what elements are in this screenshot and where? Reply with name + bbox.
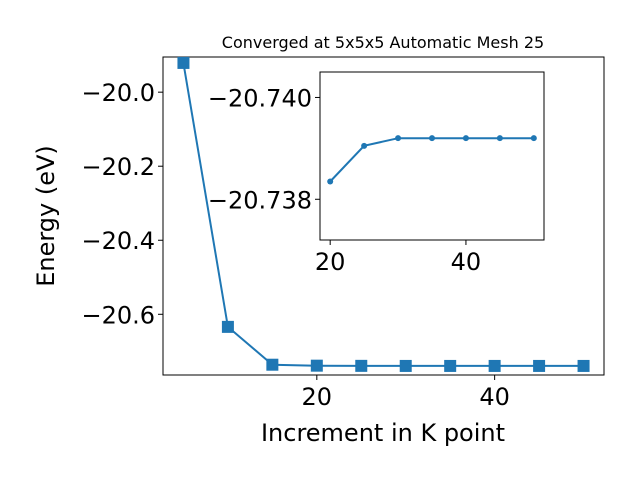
main-y-axis-label: Energy (eV) bbox=[32, 145, 60, 287]
main-axis-ticks: 20 40 −20.0 −20.2 −20.4 −20.6 bbox=[81, 79, 509, 411]
main-data-point bbox=[577, 359, 590, 372]
inset-plot-frame bbox=[319, 71, 545, 241]
main-chart-title: Converged at 5x5x5 Automatic Mesh 25 bbox=[222, 33, 544, 52]
main-data-point bbox=[488, 359, 501, 372]
inset-y-tick-label: −20.740 bbox=[208, 84, 312, 112]
inset-data-point bbox=[395, 135, 402, 142]
main-data-point bbox=[221, 320, 234, 333]
main-y-tick-label: −20.2 bbox=[81, 153, 155, 181]
inset-plot: 20 40 −20.740 −20.738 bbox=[208, 71, 545, 276]
main-y-tick-label: −20.0 bbox=[81, 79, 155, 107]
main-x-tick-label: 20 bbox=[302, 383, 333, 411]
main-data-point bbox=[266, 358, 279, 371]
main-x-tick-label: 40 bbox=[479, 383, 510, 411]
main-data-point bbox=[177, 56, 190, 69]
main-data-point bbox=[355, 359, 368, 372]
main-y-tick-label: −20.6 bbox=[81, 301, 155, 329]
main-data-point bbox=[533, 359, 546, 372]
inset-data-point bbox=[530, 135, 537, 142]
inset-data-point bbox=[429, 135, 435, 142]
main-series-group bbox=[177, 56, 590, 372]
main-data-point bbox=[399, 359, 412, 372]
inset-data-point bbox=[361, 142, 368, 149]
inset-data-point bbox=[496, 135, 503, 142]
inset-data-point bbox=[462, 135, 469, 142]
main-y-tick-label: −20.4 bbox=[81, 227, 155, 255]
inset-y-tick-label: −20.738 bbox=[208, 186, 312, 214]
main-x-axis-label: Increment in K point bbox=[261, 419, 505, 447]
main-data-point bbox=[310, 359, 323, 372]
inset-x-tick-label: 20 bbox=[315, 248, 346, 276]
inset-x-tick-label: 40 bbox=[451, 248, 482, 276]
main-data-point bbox=[444, 359, 457, 372]
main-series-line bbox=[182, 62, 584, 367]
inset-data-point bbox=[327, 178, 334, 185]
inset-series-group bbox=[327, 135, 537, 185]
inset-axis-ticks: 20 40 −20.740 −20.738 bbox=[208, 84, 481, 276]
